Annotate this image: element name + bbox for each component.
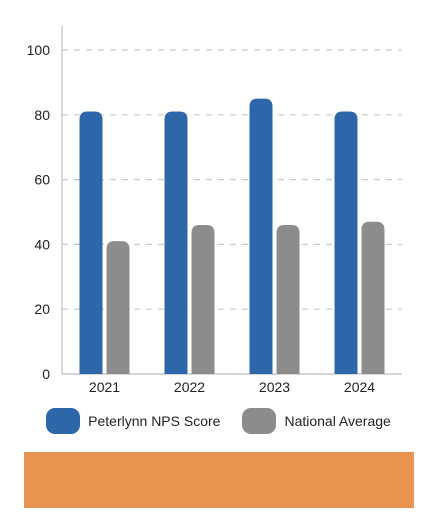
legend-item-national: National Average	[242, 408, 391, 434]
bar-nps-2022	[164, 111, 188, 374]
y-tick-label-20: 20	[34, 301, 50, 317]
bar-nps-2023	[249, 98, 273, 374]
y-tick-label-40: 40	[34, 236, 50, 252]
bar-national-2021	[106, 241, 130, 374]
legend-label-nps: Peterlynn NPS Score	[88, 413, 221, 429]
bar-national-2024	[361, 221, 385, 374]
legend-label-national: National Average	[284, 413, 391, 429]
gridlines	[62, 49, 402, 310]
legend-swatch-national	[242, 408, 277, 434]
legend-item-nps: Peterlynn NPS Score	[46, 408, 220, 434]
x-tick-label-2022: 2022	[174, 379, 205, 395]
y-tick-label-80: 80	[34, 107, 50, 123]
footer-band	[24, 452, 414, 508]
bar-national-2023	[276, 224, 300, 374]
tick-labels: 0 20 40 60 80 100 2021 2022 2023 2024	[27, 42, 376, 395]
y-tick-label-100: 100	[27, 42, 51, 58]
x-tick-label-2024: 2024	[344, 379, 375, 395]
legend: Peterlynn NPS Score National Average	[0, 408, 437, 434]
bar-chart: 0 20 40 60 80 100 2021 2022 2023 2024	[27, 26, 402, 395]
bars	[79, 98, 385, 374]
x-tick-label-2023: 2023	[259, 379, 290, 395]
x-tick-label-2021: 2021	[89, 379, 120, 395]
y-tick-label-60: 60	[34, 172, 50, 188]
bar-national-2022	[191, 224, 215, 374]
y-tick-label-0: 0	[42, 366, 50, 382]
bar-nps-2024	[334, 111, 358, 374]
bar-nps-2021	[79, 111, 103, 374]
legend-swatch-nps	[46, 408, 81, 434]
